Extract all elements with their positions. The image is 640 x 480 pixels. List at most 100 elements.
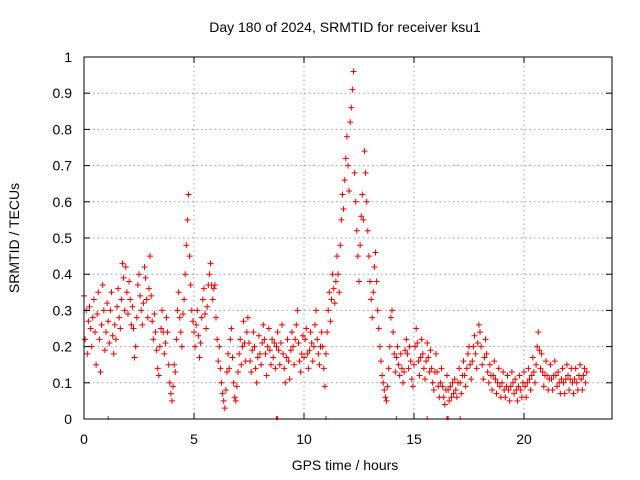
data-point xyxy=(229,354,236,361)
data-point xyxy=(156,343,163,350)
data-point xyxy=(143,296,150,303)
data-point xyxy=(284,336,291,343)
data-point xyxy=(367,278,373,285)
data-point xyxy=(335,271,342,278)
data-point xyxy=(125,311,131,318)
y-tick-label-7: 0.7 xyxy=(53,158,73,174)
data-point xyxy=(182,271,189,278)
data-point xyxy=(429,379,436,386)
data-point xyxy=(484,368,491,375)
data-point xyxy=(446,397,453,404)
data-point xyxy=(215,358,222,365)
data-point xyxy=(236,350,243,357)
data-point xyxy=(269,336,276,343)
y-tick-label-8: 0.8 xyxy=(53,121,73,137)
data-point xyxy=(130,325,137,332)
data-point xyxy=(437,379,444,386)
data-point xyxy=(272,365,279,372)
data-point xyxy=(393,354,400,361)
data-point xyxy=(189,318,196,325)
data-point xyxy=(515,383,522,390)
data-point xyxy=(194,307,201,314)
data-point xyxy=(389,307,395,314)
data-point xyxy=(560,379,567,386)
data-point xyxy=(249,347,256,354)
data-point xyxy=(426,368,433,375)
data-point xyxy=(472,350,479,357)
y-tick-label-5: 0.5 xyxy=(53,230,73,246)
data-point xyxy=(193,321,200,328)
data-point xyxy=(438,365,445,372)
data-point xyxy=(508,368,515,375)
data-point xyxy=(133,314,140,321)
data-point xyxy=(248,368,255,375)
data-point xyxy=(188,307,195,314)
data-point xyxy=(369,314,376,321)
data-point xyxy=(271,339,278,346)
data-point xyxy=(382,394,389,401)
data-point xyxy=(434,368,441,375)
data-point xyxy=(158,325,164,332)
data-point xyxy=(293,321,300,328)
data-point xyxy=(496,383,503,390)
data-point xyxy=(167,390,174,397)
data-point xyxy=(456,365,463,372)
data-point xyxy=(144,314,151,321)
x-axis-label: GPS time / hours xyxy=(292,457,399,473)
data-point xyxy=(412,343,419,350)
data-point xyxy=(375,325,382,332)
data-point xyxy=(499,379,505,386)
data-point xyxy=(512,376,519,383)
data-point xyxy=(528,372,535,379)
data-point xyxy=(315,350,322,357)
data-point xyxy=(106,339,113,346)
data-point xyxy=(523,394,530,401)
data-point xyxy=(209,296,216,303)
data-point xyxy=(478,343,485,350)
data-point xyxy=(165,361,172,368)
data-point xyxy=(390,329,397,336)
data-point xyxy=(93,361,100,368)
data-point xyxy=(473,365,480,372)
data-point xyxy=(452,387,459,394)
data-point xyxy=(318,329,325,336)
data-point xyxy=(85,318,92,325)
data-point xyxy=(419,350,426,357)
data-point xyxy=(516,372,523,379)
data-point xyxy=(374,307,381,314)
x-tick-labels: 0 5 10 15 20 xyxy=(80,431,532,447)
data-point xyxy=(279,321,285,328)
data-point xyxy=(468,376,475,383)
data-point xyxy=(371,263,378,270)
y-tick-label-10: 1 xyxy=(64,49,72,65)
data-point xyxy=(345,162,351,169)
data-point xyxy=(108,289,115,296)
data-point xyxy=(224,368,230,375)
data-point xyxy=(370,289,377,296)
chart-title: Day 180 of 2024, SRMTID for receiver ksu… xyxy=(209,19,481,35)
data-point xyxy=(252,365,259,372)
data-point xyxy=(348,104,355,111)
data-point xyxy=(219,390,226,397)
data-point xyxy=(233,383,240,390)
data-point xyxy=(510,379,516,386)
data-point xyxy=(214,336,221,343)
data-point xyxy=(292,336,299,343)
data-point xyxy=(258,361,265,368)
data-point xyxy=(336,289,343,296)
data-point xyxy=(467,361,474,368)
data-point xyxy=(260,321,267,328)
data-point xyxy=(483,350,490,357)
data-point xyxy=(418,336,425,343)
data-point xyxy=(353,227,360,234)
data-point xyxy=(583,368,590,375)
data-point xyxy=(565,372,571,379)
data-point xyxy=(381,387,388,394)
data-point xyxy=(328,296,335,303)
data-point xyxy=(544,372,551,379)
data-point xyxy=(449,379,456,386)
data-point xyxy=(580,372,587,379)
data-point xyxy=(486,361,493,368)
data-point xyxy=(276,361,283,368)
data-point xyxy=(413,325,420,332)
